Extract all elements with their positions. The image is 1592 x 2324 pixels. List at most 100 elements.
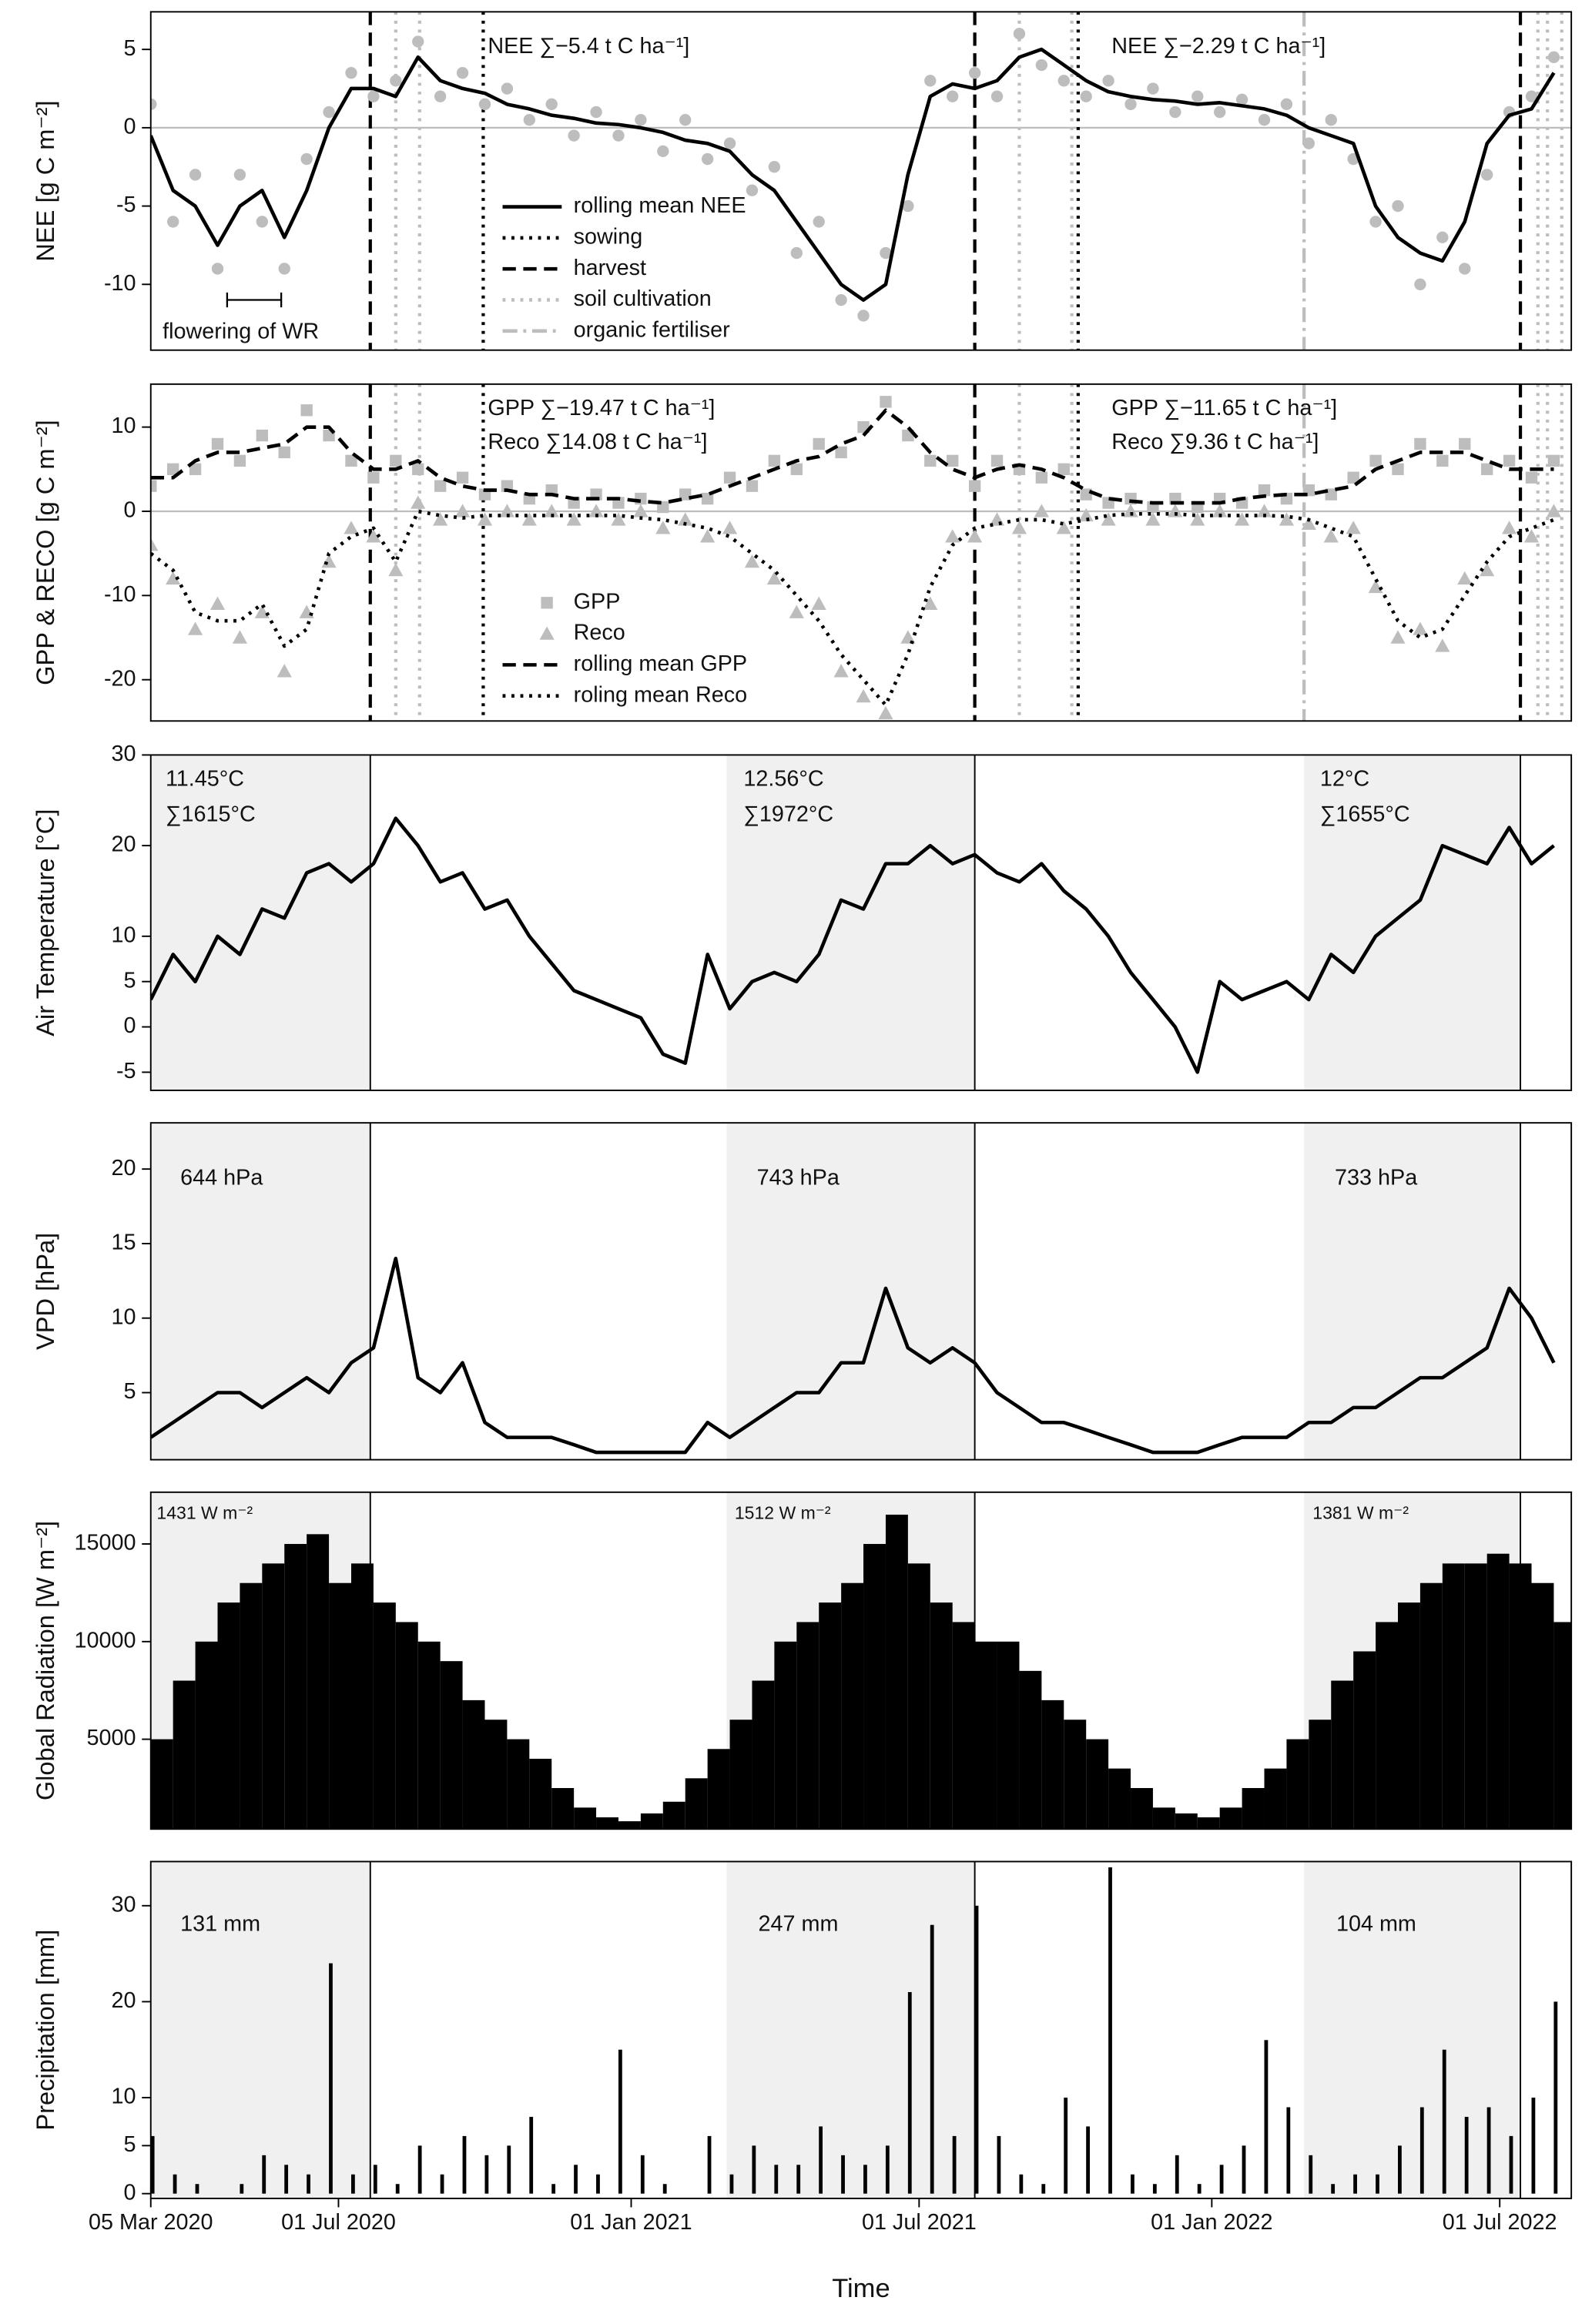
nee-point (612, 129, 625, 142)
reco-point (544, 504, 559, 517)
bar (507, 2145, 511, 2194)
bar (195, 2184, 199, 2194)
bar (640, 1813, 663, 1830)
gpp-point (189, 463, 202, 475)
bar (1531, 2098, 1536, 2194)
nee-point (1147, 82, 1159, 95)
reco-point (856, 688, 871, 703)
reco-point (1256, 504, 1272, 517)
bar (1064, 2098, 1068, 2194)
annotation: 743 hPa (757, 1166, 840, 1190)
reco-point (744, 554, 760, 568)
gpp-point (1414, 437, 1426, 450)
bar (863, 2165, 867, 2194)
nee-point (1191, 90, 1204, 102)
annotation: 131 mm (180, 1912, 260, 1937)
y-tick-label: -20 (104, 666, 136, 691)
bar (618, 1821, 641, 1830)
bar (373, 2165, 377, 2194)
bar (596, 1817, 618, 1830)
bar (507, 1739, 530, 1830)
nee-point (1169, 105, 1181, 119)
reco-point (1145, 512, 1161, 526)
bar (997, 1641, 1020, 1830)
bar (529, 1758, 552, 1830)
y-tick-label: 20 (112, 1156, 136, 1180)
reco-point (344, 521, 359, 534)
bar (1219, 2165, 1224, 2194)
panel-frame (149, 1491, 1573, 1830)
bar (1486, 2107, 1491, 2194)
bar (217, 1602, 240, 1830)
bar (1309, 1720, 1332, 1830)
bar (440, 2174, 444, 2194)
annotation: ∑1972°C (743, 802, 833, 827)
bar (1131, 2174, 1135, 2194)
reco-point (1212, 504, 1228, 517)
gpp-point (278, 446, 290, 459)
bar (150, 1739, 173, 1830)
y-tick-label: 10 (112, 1304, 136, 1329)
reco-point (1546, 504, 1562, 517)
nee-point (150, 98, 157, 111)
bar (774, 1641, 797, 1830)
reco-point (521, 512, 537, 526)
plot-area (150, 383, 1572, 722)
bar (952, 2135, 957, 2194)
bracket-label: flowering of WR (163, 319, 319, 343)
gpp-point (990, 454, 1004, 467)
panel-frame (149, 383, 1573, 722)
reco-point (1368, 579, 1383, 594)
reco-point (678, 512, 693, 526)
nee-point (545, 98, 558, 111)
reco-point (967, 529, 983, 543)
gpp-point (390, 454, 402, 467)
season-shade (1304, 1861, 1521, 2198)
season-shade (726, 755, 975, 1090)
annotation: GPP ∑−11.65 t C ha⁻¹] (1111, 396, 1337, 420)
nee-point (857, 310, 870, 322)
nee-point (568, 129, 580, 142)
bar (662, 2184, 667, 2194)
nee-point (390, 75, 402, 87)
gpp-point (300, 404, 313, 417)
reco-point (1390, 630, 1406, 644)
annotation: NEE ∑−5.4 t C ha⁻¹] (488, 34, 689, 59)
x-tick-label: 01 Jul 2021 (862, 2210, 977, 2235)
gpp-point (947, 454, 959, 467)
panel-frame (149, 754, 1573, 1091)
bar (307, 2174, 310, 2194)
y-tick-label: 0 (124, 1013, 136, 1038)
annotation: GPP ∑−19.47 t C ha⁻¹] (488, 396, 715, 420)
reco-point (388, 562, 404, 577)
bar (574, 1807, 597, 1830)
y-tick-label: 20 (112, 832, 136, 857)
reco-point (1346, 521, 1361, 534)
reco-point (150, 537, 159, 551)
nee-point (523, 114, 535, 126)
reco-point (433, 512, 448, 526)
bar (462, 2135, 467, 2194)
y-tick-label: 5 (124, 2132, 136, 2157)
gpp-point (746, 480, 759, 492)
y-tick-label: -5 (116, 193, 136, 217)
reco-point (878, 705, 893, 720)
nee-point (1258, 114, 1271, 126)
nee-point (968, 67, 981, 79)
bar (907, 1563, 930, 1830)
panel: 5000 10000 15000 Global Radiation [W m⁻²] 14… (31, 1491, 1573, 1830)
nee-point (790, 246, 803, 260)
bar (752, 1680, 775, 1830)
nee-point (1013, 28, 1026, 40)
plot-area (150, 755, 1555, 1090)
gpp-point (1347, 471, 1359, 484)
x-tick-label: 01 Jan 2022 (1151, 2210, 1272, 2235)
reco-point (1323, 529, 1339, 543)
reco-point (700, 529, 716, 543)
x-axis-label: Time (832, 2274, 890, 2303)
gpp-point (1525, 471, 1538, 484)
reco-point (611, 512, 626, 526)
annotation: 1512 W m⁻² (735, 1503, 831, 1523)
bar (329, 1582, 351, 1830)
